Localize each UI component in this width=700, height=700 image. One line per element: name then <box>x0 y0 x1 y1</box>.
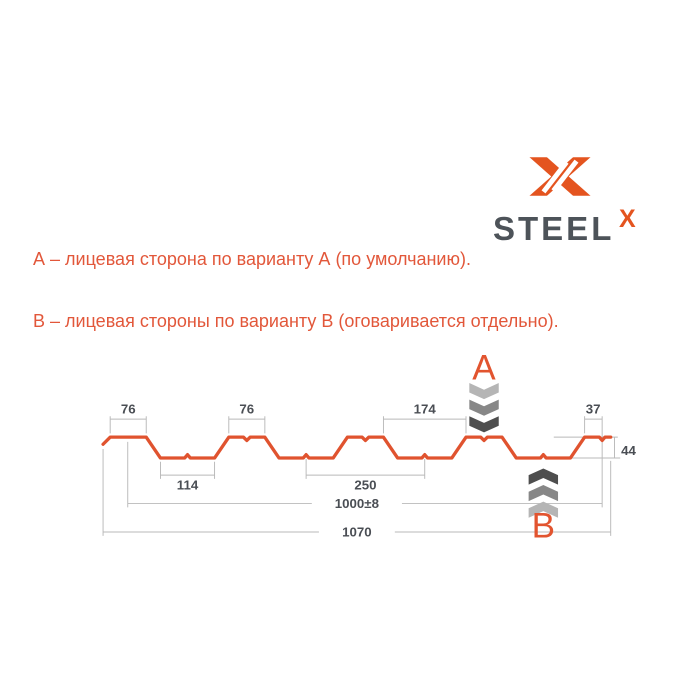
dim-bottom-flat: 114 <box>177 477 199 492</box>
dim-edge-flange: 37 <box>586 401 601 416</box>
dim-top-flange-2: 76 <box>239 401 254 416</box>
dim-profile-height: 44 <box>621 443 636 458</box>
steelx-x-icon <box>529 157 591 196</box>
marker-b-letter: В <box>532 507 555 546</box>
marker-a-letter: А <box>472 348 496 387</box>
profile-drawing: А В 76 76 174 37 114 250 1000±8 1070 44 <box>101 348 637 546</box>
dim-working-width: 1000±8 <box>335 496 379 511</box>
profile-outline <box>101 435 613 460</box>
dim-rib-pitch: 250 <box>354 477 376 492</box>
chevron-down-icon <box>469 399 499 416</box>
dim-top-flange-1: 76 <box>121 401 136 416</box>
dimension-lines <box>102 416 621 536</box>
logo-x-superscript: X <box>619 205 636 233</box>
marker-variant-a: А <box>469 348 499 433</box>
chevron-up-icon <box>528 468 559 485</box>
marker-variant-b: В <box>528 468 559 546</box>
dimension-labels: 76 76 174 37 114 250 1000±8 1070 44 <box>121 401 637 539</box>
chevron-down-icon <box>469 383 499 400</box>
dim-overall-width: 1070 <box>342 524 372 539</box>
note-variant-b: В – лицевая стороны по варианту В (огова… <box>33 311 559 331</box>
logo-wordmark: STEEL <box>493 210 615 247</box>
chevron-up-icon <box>528 485 559 502</box>
note-variant-a: А – лицевая сторона по варианту А (по ум… <box>33 249 471 269</box>
chevron-down-icon <box>469 416 499 433</box>
dim-valley-top-opening: 174 <box>414 401 437 416</box>
chevron-up-icon <box>528 501 559 518</box>
